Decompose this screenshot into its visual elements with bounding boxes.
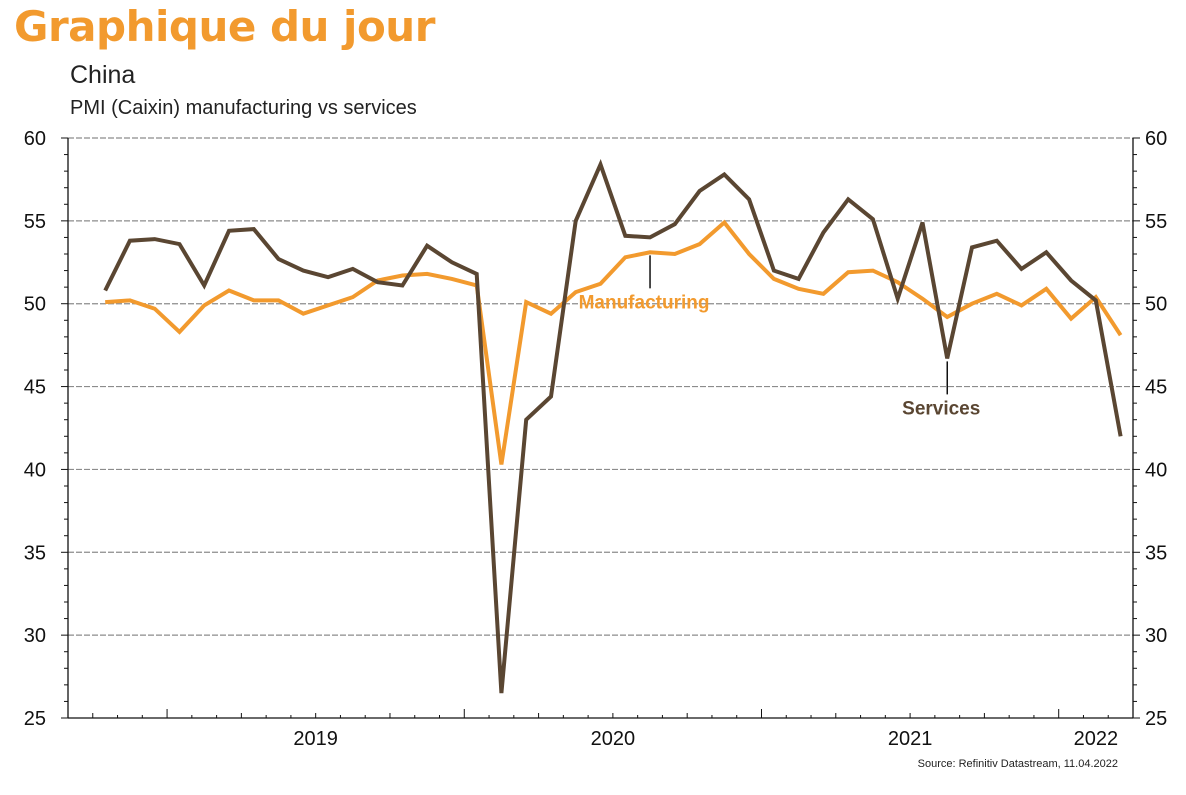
y-tick-label-left: 45: [24, 377, 46, 399]
y-tick-label-right: 55: [1145, 211, 1167, 233]
y-tick-label-left: 25: [24, 708, 46, 730]
y-tick-label-left: 50: [24, 294, 46, 316]
brand-title: Graphique du jour: [14, 2, 435, 51]
x-tick-label: 2022: [1074, 728, 1119, 750]
y-tick-label-right: 50: [1145, 294, 1167, 316]
annotation-label-manufacturing: Manufacturing: [579, 292, 710, 313]
x-tick-label: 2020: [591, 728, 636, 750]
y-tick-label-right: 45: [1145, 377, 1167, 399]
y-tick-label-left: 30: [24, 625, 46, 647]
y-tick-label-right: 60: [1145, 128, 1167, 150]
x-tick-label: 2021: [888, 728, 933, 750]
chart-title: China: [70, 61, 136, 89]
y-tick-label-right: 30: [1145, 625, 1167, 647]
y-tick-label-left: 40: [24, 459, 46, 481]
y-tick-label-right: 40: [1145, 459, 1167, 481]
annotation-label-services: Services: [902, 398, 980, 419]
x-tick-label: 2019: [293, 728, 338, 750]
y-tick-label-right: 35: [1145, 542, 1167, 564]
series-line-manufacturing: [105, 219, 1123, 465]
source-note: Source: Refinitiv Datastream, 11.04.2022: [917, 758, 1118, 770]
y-tick-label-left: 35: [24, 542, 46, 564]
chart-subtitle: PMI (Caixin) manufacturing vs services: [70, 97, 417, 119]
series-line-services: [103, 159, 1123, 694]
y-tick-label-right: 25: [1145, 708, 1167, 730]
y-tick-label-left: 55: [24, 211, 46, 233]
y-tick-label-left: 60: [24, 128, 46, 150]
